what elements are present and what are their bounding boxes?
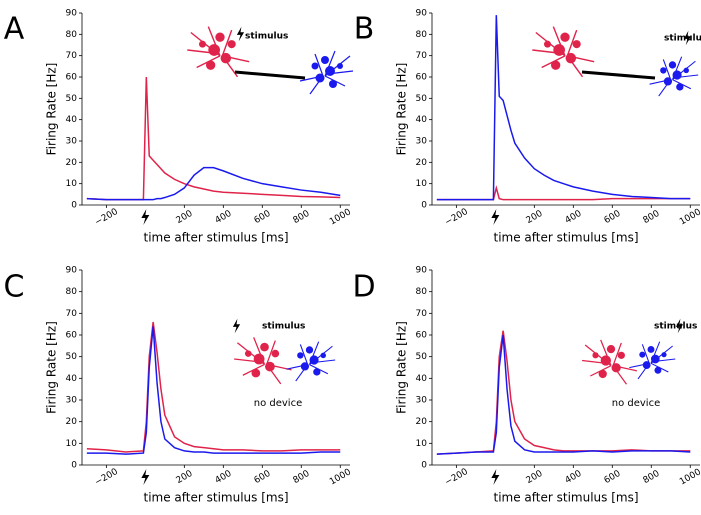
series-line: [86, 321, 341, 453]
x-tick-label: 400: [564, 209, 584, 226]
y-tick-label: 80: [66, 30, 78, 40]
y-tick-label: 30: [66, 396, 78, 406]
x-tick-label: −200: [93, 207, 120, 228]
series-line: [86, 326, 341, 455]
x-tick-label: 400: [214, 469, 234, 486]
y-tick-label: 30: [416, 137, 428, 147]
y-tick-label: 0: [71, 201, 77, 211]
stimulus-icon: [491, 209, 500, 225]
x-tick-label: 800: [292, 469, 312, 486]
annotation: no device: [612, 398, 660, 409]
x-tick-label: 1000: [328, 207, 353, 227]
y-tick-label: 50: [66, 94, 78, 104]
x-tick-label: 400: [214, 209, 234, 226]
y-tick-label: 90: [416, 266, 428, 276]
x-tick-label: 600: [253, 469, 273, 486]
annotation: stimulus: [245, 32, 288, 42]
x-tick-label: 800: [642, 469, 662, 486]
y-tick-label: 80: [416, 287, 428, 297]
y-tick-label: 20: [66, 417, 78, 427]
y-tick-label: 80: [66, 287, 78, 297]
annotation: stimulus: [664, 34, 701, 44]
y-tick-label: 10: [416, 179, 428, 189]
y-tick-label: 90: [66, 266, 78, 276]
series-line: [436, 330, 691, 455]
y-tick-label: 50: [416, 94, 428, 104]
y-tick-label: 30: [416, 396, 428, 406]
x-tick-label: 800: [642, 209, 662, 226]
y-tick-label: 40: [416, 115, 428, 125]
y-tick-label: 60: [66, 331, 78, 341]
y-tick-label: 70: [66, 51, 78, 61]
y-tick-label: 10: [66, 179, 78, 189]
y-tick-label: 40: [416, 374, 428, 384]
y-tick-label: 70: [416, 309, 428, 319]
y-tick-label: 20: [416, 417, 428, 427]
x-tick-label: 1000: [678, 207, 701, 227]
y-tick-label: 70: [66, 309, 78, 319]
stimulus-icon: [491, 469, 500, 485]
neuron-icons: [186, 25, 699, 385]
y-tick-label: 50: [416, 352, 428, 362]
stimulus-icon: [141, 209, 150, 225]
y-axis-label: Firing Rate [Hz]: [395, 321, 409, 414]
y-tick-label: 60: [416, 331, 428, 341]
y-tick-label: 40: [66, 374, 78, 384]
series-line: [436, 334, 691, 455]
y-tick-label: 60: [416, 73, 428, 83]
x-tick-label: 600: [253, 209, 273, 226]
x-axis-label: time after stimulus [ms]: [493, 231, 638, 245]
panel-label: C: [4, 270, 25, 305]
x-tick-label: 200: [525, 209, 545, 226]
series-line: [86, 166, 341, 201]
x-tick-label: 400: [564, 469, 584, 486]
y-tick-label: 10: [66, 439, 78, 449]
stimulus-icon: [141, 469, 150, 485]
y-tick-label: 0: [71, 461, 77, 471]
y-tick-label: 10: [416, 439, 428, 449]
series-line: [436, 184, 691, 201]
x-tick-label: 200: [175, 469, 195, 486]
y-tick-label: 0: [421, 461, 427, 471]
x-tick-label: 1000: [328, 467, 353, 487]
y-tick-label: 30: [66, 137, 78, 147]
y-tick-label: 20: [66, 158, 78, 168]
x-tick-label: −200: [443, 207, 470, 228]
panel-label: A: [4, 12, 25, 47]
panel-label: B: [354, 12, 375, 47]
y-tick-label: 90: [416, 9, 428, 19]
annotation: stimulus: [262, 322, 305, 332]
y-axis-label: Firing Rate [Hz]: [45, 63, 59, 156]
annotation: no device: [254, 398, 302, 409]
x-tick-label: 600: [603, 209, 623, 226]
y-axis-label: Firing Rate [Hz]: [45, 321, 59, 414]
series-line: [86, 76, 341, 201]
y-tick-label: 70: [416, 51, 428, 61]
y-tick-label: 80: [416, 30, 428, 40]
x-tick-label: 600: [603, 469, 623, 486]
y-axis-label: Firing Rate [Hz]: [395, 63, 409, 156]
y-tick-label: 20: [416, 158, 428, 168]
y-tick-label: 60: [66, 73, 78, 83]
x-axis-label: time after stimulus [ms]: [493, 491, 638, 505]
panel-label: D: [352, 270, 375, 305]
y-tick-label: 50: [66, 352, 78, 362]
y-tick-label: 90: [66, 9, 78, 19]
x-tick-label: 800: [292, 209, 312, 226]
series-line: [436, 15, 691, 201]
y-tick-label: 40: [66, 115, 78, 125]
x-tick-label: 1000: [678, 467, 701, 487]
x-tick-label: 200: [175, 209, 195, 226]
x-tick-label: −200: [93, 467, 120, 488]
y-tick-label: 0: [421, 201, 427, 211]
x-axis-label: time after stimulus [ms]: [143, 231, 288, 245]
annotation: stimulus: [654, 322, 697, 332]
x-tick-label: −200: [443, 467, 470, 488]
x-axis-label: time after stimulus [ms]: [143, 491, 288, 505]
x-tick-label: 200: [525, 469, 545, 486]
